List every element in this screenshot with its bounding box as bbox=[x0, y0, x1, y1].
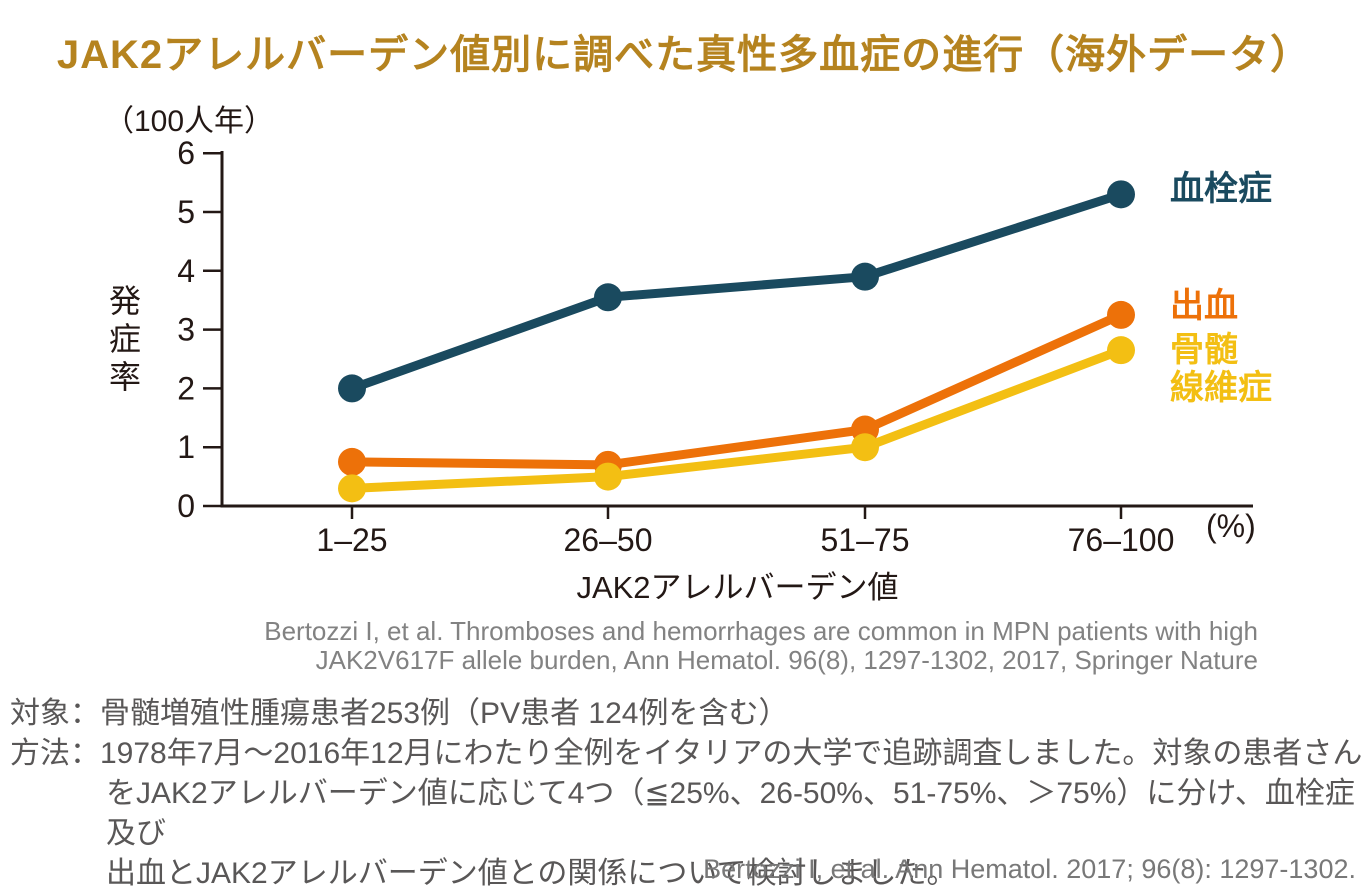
y-tick-label: 5 bbox=[177, 194, 195, 230]
y-axis-unit-label: （100人年） bbox=[104, 105, 275, 138]
data-point-myelofibrosis bbox=[594, 462, 622, 491]
source-citation-line1: Bertozzi I, et al. Thromboses and hemorr… bbox=[264, 616, 1258, 646]
source-citation: Bertozzi I, et al. Thromboses and hemorr… bbox=[264, 617, 1258, 675]
study-subjects-line: 対象：骨髄増殖性腫瘍患者253例（PV患者 124例を含む） bbox=[10, 697, 789, 730]
legend-label-myelofibrosis-line2: 線維症 bbox=[1170, 369, 1272, 407]
data-point-myelofibrosis bbox=[851, 433, 879, 462]
y-tick-label: 1 bbox=[177, 429, 195, 465]
data-point-myelofibrosis bbox=[1107, 336, 1135, 365]
data-point-thrombosis bbox=[1107, 180, 1135, 209]
x-axis-unit-label: (%) bbox=[1206, 508, 1256, 544]
data-point-thrombosis bbox=[851, 262, 879, 291]
legend-label-myelofibrosis-line1: 骨髄 bbox=[1170, 331, 1238, 369]
page-title: JAK2アレルバーデン値別に調べた真性多血症の進行（海外データ） bbox=[56, 33, 1312, 77]
data-point-hemorrhage bbox=[1107, 300, 1135, 329]
data-point-thrombosis bbox=[338, 374, 366, 403]
y-tick-label: 6 bbox=[177, 135, 195, 171]
study-methods-line3: 出血とJAK2アレルバーデン値との関係について検討しました。 bbox=[106, 857, 957, 890]
y-axis-title: 発症率 bbox=[105, 284, 141, 398]
data-point-myelofibrosis bbox=[338, 474, 366, 503]
series-line-hemorrhage bbox=[351, 310, 1123, 470]
footer-citation: Bertozzi I, et al. Ann Hematol. 2017; 96… bbox=[703, 854, 1356, 884]
x-tick-label: 26–50 bbox=[564, 522, 653, 558]
study-methods-line2: をJAK2アレルバーデン値に応じて4つ（≦25%、26-50%、51-75%、＞… bbox=[106, 777, 1355, 850]
series-line-myelofibrosis bbox=[351, 345, 1123, 493]
study-description: 対象：骨髄増殖性腫瘍患者253例（PV患者 124例を含む） 方法：1978年7… bbox=[10, 694, 1368, 894]
x-tick-label: 76–100 bbox=[1068, 522, 1175, 558]
data-point-thrombosis bbox=[594, 283, 622, 312]
legend-label-myelofibrosis: 骨髄 線維症 bbox=[1170, 331, 1272, 407]
x-axis-title: JAK2アレルバーデン値 bbox=[576, 570, 899, 605]
legend-label-thrombosis: 血栓症 bbox=[1170, 170, 1272, 208]
y-tick-label: 3 bbox=[177, 312, 195, 348]
x-tick-label: 51–75 bbox=[821, 522, 910, 558]
series-line-thrombosis bbox=[350, 190, 1123, 393]
x-tick-label: 1–25 bbox=[316, 522, 387, 558]
y-tick-label: 4 bbox=[177, 253, 195, 289]
legend-label-hemorrhage: 出血 bbox=[1170, 287, 1238, 325]
source-citation-line2: JAK2V617F allele burden, Ann Hematol. 96… bbox=[315, 645, 1258, 675]
y-tick-label: 2 bbox=[177, 370, 195, 406]
y-tick-label: 0 bbox=[177, 488, 195, 524]
data-point-hemorrhage bbox=[338, 447, 366, 476]
study-methods-line1: 方法：1978年7月～2016年12月にわたり全例をイタリアの大学で追跡調査しま… bbox=[10, 737, 1363, 770]
